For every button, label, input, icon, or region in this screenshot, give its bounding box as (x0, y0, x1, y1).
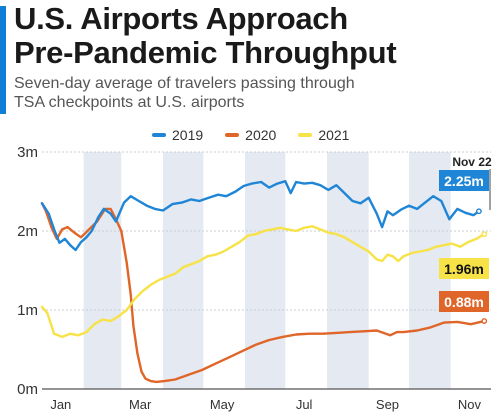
series-lines (40, 179, 486, 384)
y-tick-label-0m: 0m (17, 381, 38, 398)
month-band-jun (244, 152, 286, 389)
chart-subtitle-line-1: Seven-day average of travelers passing t… (14, 75, 355, 92)
chart-title: U.S. Airports Approach Pre-Pandemic Thro… (14, 2, 494, 70)
series-line-2020 (40, 202, 486, 384)
legend-item-2019: 2019 (152, 127, 203, 143)
legend-swatch-2019 (152, 133, 166, 137)
y-axis-labels: 0m 1m 2m 3m (17, 144, 38, 398)
x-tick-label-sep: Sep (376, 397, 399, 412)
x-tick-label-jul: Jul (296, 397, 313, 412)
x-tick-label-mar: Mar (129, 397, 152, 412)
y-tick-label-3m: 3m (17, 144, 38, 161)
x-tick-label-nov: Nov (458, 397, 482, 412)
month-band-aug (326, 152, 369, 389)
end-point-2020 (481, 318, 488, 324)
end-label-2020: 0.88m (444, 294, 484, 310)
chart-legend: 2019 2020 2021 (152, 127, 349, 143)
end-value-labels: Nov 22 2.25m 1.96m 0.88m (439, 155, 492, 324)
legend-swatch-2021 (298, 133, 313, 137)
end-point-2021 (481, 231, 488, 238)
end-label-box-2019 (439, 170, 489, 191)
chart-subtitle: Seven-day average of travelers passing t… (14, 74, 484, 112)
legend-swatch-2020 (225, 133, 240, 137)
legend-item-2020: 2020 (225, 127, 276, 143)
legend-label-2020: 2020 (245, 127, 277, 143)
x-tick-label-jan: Jan (50, 397, 71, 412)
series-line-2021 (40, 225, 486, 339)
chart-title-line-1: U.S. Airports Approach (14, 1, 348, 36)
date-label: Nov 22 (452, 155, 492, 169)
legend-item-2021: 2021 (298, 127, 349, 143)
month-band-apr (162, 152, 204, 389)
legend-label-2019: 2019 (172, 127, 204, 143)
x-axis-labels: Jan Mar May Jul Sep Nov (50, 397, 481, 412)
end-point-2019 (476, 208, 482, 215)
end-label-box-2021 (439, 258, 489, 279)
chart-subtitle-line-2: TSA checkpoints at U.S. airports (14, 94, 245, 111)
legend-label-2021: 2021 (318, 127, 350, 143)
y-tick-label-1m: 1m (17, 302, 38, 319)
x-tick-label-may: May (210, 397, 235, 412)
title-accent-bar (0, 6, 6, 114)
end-label-box-2020 (439, 291, 489, 312)
series-line-2019 (40, 179, 481, 252)
end-label-2019: 2.25m (444, 173, 484, 189)
end-label-2021: 1.96m (444, 261, 484, 277)
chart-title-line-2: Pre-Pandemic Throughput (14, 35, 397, 70)
month-band-feb (83, 152, 122, 389)
y-tick-label-2m: 2m (17, 223, 38, 240)
